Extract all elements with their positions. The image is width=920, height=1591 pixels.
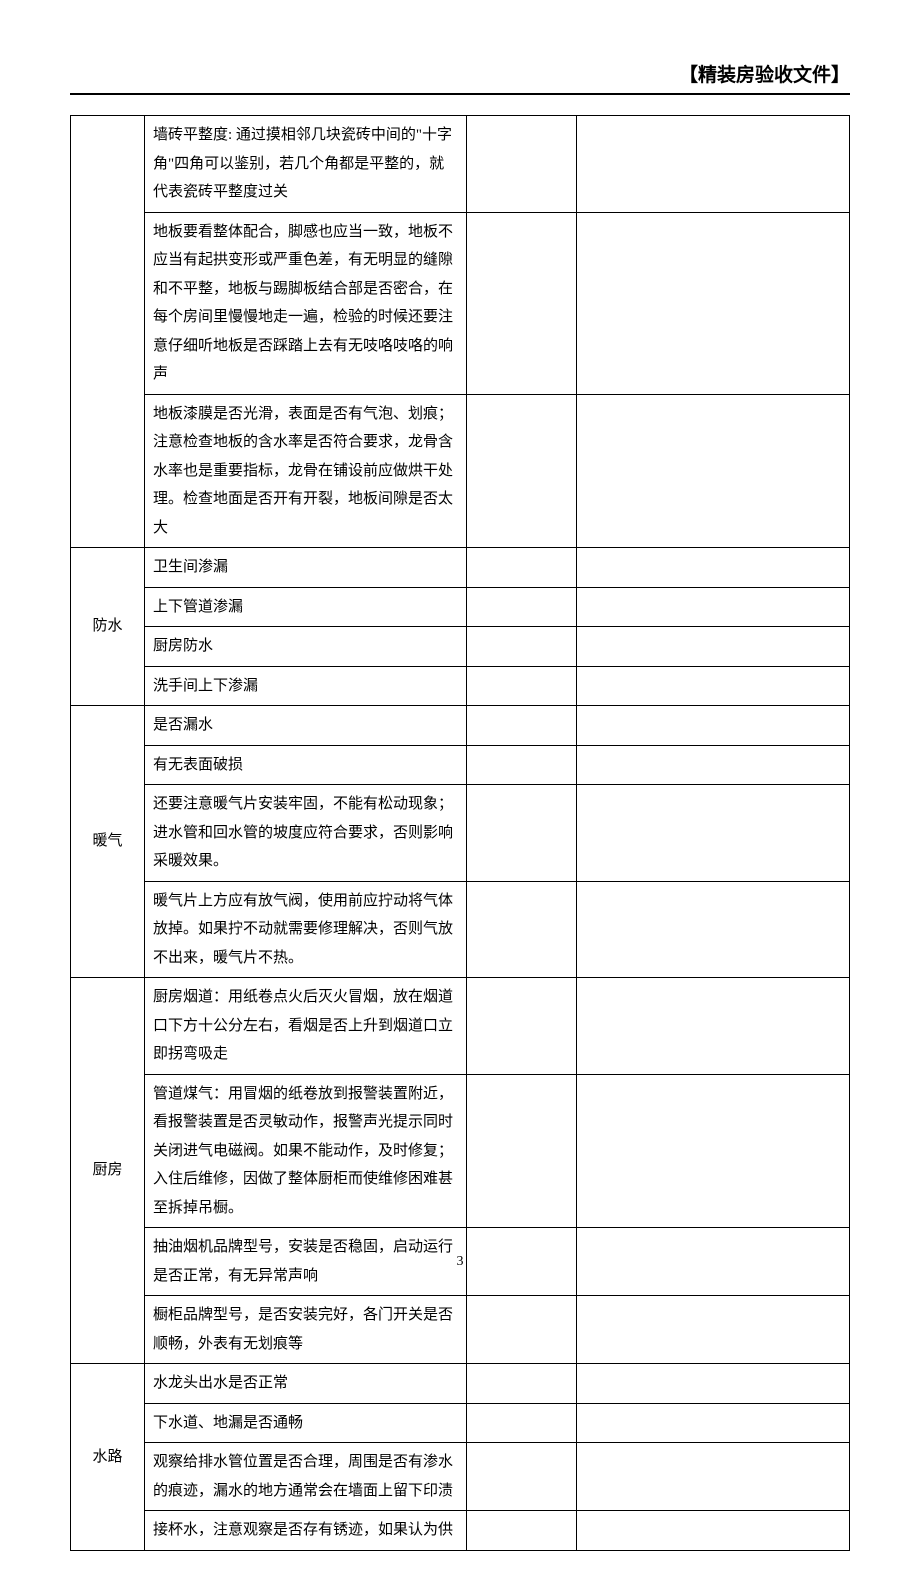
table-row: 橱柜品牌型号，是否安装完好，各门开关是否顺畅，外表有无划痕等 (71, 1296, 850, 1364)
category-cell (71, 116, 145, 213)
check-cell-2 (577, 1403, 850, 1443)
category-cell: 厨房 (71, 978, 145, 1364)
document-page: 【精装房验收文件】 墙砖平整度: 通过摸相邻几块瓷砖中间的"十字角"四角可以鉴别… (0, 0, 920, 1591)
description-cell: 下水道、地漏是否通畅 (145, 1403, 467, 1443)
check-cell-2 (577, 881, 850, 978)
check-cell-1 (467, 785, 577, 882)
check-cell-2 (577, 745, 850, 785)
table-row: 上下管道渗漏 (71, 587, 850, 627)
page-header: 【精装房验收文件】 (70, 60, 850, 87)
check-cell-2 (577, 978, 850, 1075)
check-cell-2 (577, 116, 850, 213)
check-cell-1 (467, 881, 577, 978)
check-cell-1 (467, 212, 577, 394)
check-cell-1 (467, 116, 577, 213)
check-cell-1 (467, 1443, 577, 1511)
check-cell-1 (467, 1364, 577, 1404)
description-cell: 地板漆膜是否光滑，表面是否有气泡、划痕；注意检查地板的含水率是否符合要求，龙骨含… (145, 394, 467, 548)
description-cell: 墙砖平整度: 通过摸相邻几块瓷砖中间的"十字角"四角可以鉴别，若几个角都是平整的… (145, 116, 467, 213)
description-cell: 洗手间上下渗漏 (145, 666, 467, 706)
check-cell-1 (467, 548, 577, 588)
description-cell: 管道煤气：用冒烟的纸卷放到报警装置附近，看报警装置是否灵敏动作，报警声光提示同时… (145, 1074, 467, 1228)
table-row: 下水道、地漏是否通畅 (71, 1403, 850, 1443)
description-cell: 厨房烟道：用纸卷点火后灭火冒烟，放在烟道口下方十公分左右，看烟是否上升到烟道口立… (145, 978, 467, 1075)
description-cell: 橱柜品牌型号，是否安装完好，各门开关是否顺畅，外表有无划痕等 (145, 1296, 467, 1364)
inspection-table: 墙砖平整度: 通过摸相邻几块瓷砖中间的"十字角"四角可以鉴别，若几个角都是平整的… (70, 115, 850, 1551)
category-cell (71, 394, 145, 548)
check-cell-2 (577, 394, 850, 548)
check-cell-2 (577, 706, 850, 746)
description-cell: 卫生间渗漏 (145, 548, 467, 588)
table-row: 厨房防水 (71, 627, 850, 667)
table-row: 墙砖平整度: 通过摸相邻几块瓷砖中间的"十字角"四角可以鉴别，若几个角都是平整的… (71, 116, 850, 213)
check-cell-1 (467, 745, 577, 785)
table-row: 管道煤气：用冒烟的纸卷放到报警装置附近，看报警装置是否灵敏动作，报警声光提示同时… (71, 1074, 850, 1228)
header-rule (70, 93, 850, 95)
check-cell-1 (467, 1074, 577, 1228)
description-cell: 观察给排水管位置是否合理，周围是否有渗水的痕迹，漏水的地方通常会在墙面上留下印渍 (145, 1443, 467, 1511)
check-cell-2 (577, 1074, 850, 1228)
check-cell-2 (577, 1364, 850, 1404)
table-row: 观察给排水管位置是否合理，周围是否有渗水的痕迹，漏水的地方通常会在墙面上留下印渍 (71, 1443, 850, 1511)
check-cell-2 (577, 627, 850, 667)
check-cell-1 (467, 627, 577, 667)
check-cell-2 (577, 666, 850, 706)
page-number: 3 (0, 1254, 920, 1270)
check-cell-2 (577, 1511, 850, 1551)
table-row: 接杯水，注意观察是否存有锈迹，如果认为供 (71, 1511, 850, 1551)
table-row: 地板要看整体配合，脚感也应当一致，地板不应当有起拱变形或严重色差，有无明显的缝隙… (71, 212, 850, 394)
category-cell (71, 212, 145, 394)
description-cell: 上下管道渗漏 (145, 587, 467, 627)
check-cell-2 (577, 212, 850, 394)
table-row: 洗手间上下渗漏 (71, 666, 850, 706)
table-row: 暖气是否漏水 (71, 706, 850, 746)
table-row: 还要注意暖气片安装牢固，不能有松动现象；进水管和回水管的坡度应符合要求，否则影响… (71, 785, 850, 882)
check-cell-1 (467, 1403, 577, 1443)
category-cell: 暖气 (71, 706, 145, 978)
check-cell-1 (467, 706, 577, 746)
check-cell-2 (577, 1443, 850, 1511)
description-cell: 有无表面破损 (145, 745, 467, 785)
table-row: 暖气片上方应有放气阀，使用前应拧动将气体放掉。如果拧不动就需要修理解决，否则气放… (71, 881, 850, 978)
category-cell: 防水 (71, 548, 145, 706)
description-cell: 水龙头出水是否正常 (145, 1364, 467, 1404)
check-cell-2 (577, 1296, 850, 1364)
check-cell-1 (467, 1511, 577, 1551)
table-row: 防水卫生间渗漏 (71, 548, 850, 588)
header-title: 【精装房验收文件】 (679, 65, 850, 86)
description-cell: 地板要看整体配合，脚感也应当一致，地板不应当有起拱变形或严重色差，有无明显的缝隙… (145, 212, 467, 394)
category-cell: 水路 (71, 1364, 145, 1551)
description-cell: 是否漏水 (145, 706, 467, 746)
table-row: 厨房厨房烟道：用纸卷点火后灭火冒烟，放在烟道口下方十公分左右，看烟是否上升到烟道… (71, 978, 850, 1075)
check-cell-1 (467, 394, 577, 548)
check-cell-2 (577, 785, 850, 882)
table-row: 有无表面破损 (71, 745, 850, 785)
description-cell: 暖气片上方应有放气阀，使用前应拧动将气体放掉。如果拧不动就需要修理解决，否则气放… (145, 881, 467, 978)
check-cell-1 (467, 1296, 577, 1364)
description-cell: 厨房防水 (145, 627, 467, 667)
description-cell: 还要注意暖气片安装牢固，不能有松动现象；进水管和回水管的坡度应符合要求，否则影响… (145, 785, 467, 882)
table-row: 地板漆膜是否光滑，表面是否有气泡、划痕；注意检查地板的含水率是否符合要求，龙骨含… (71, 394, 850, 548)
check-cell-1 (467, 666, 577, 706)
description-cell: 接杯水，注意观察是否存有锈迹，如果认为供 (145, 1511, 467, 1551)
check-cell-2 (577, 587, 850, 627)
table-row: 水路水龙头出水是否正常 (71, 1364, 850, 1404)
check-cell-2 (577, 548, 850, 588)
check-cell-1 (467, 587, 577, 627)
check-cell-1 (467, 978, 577, 1075)
